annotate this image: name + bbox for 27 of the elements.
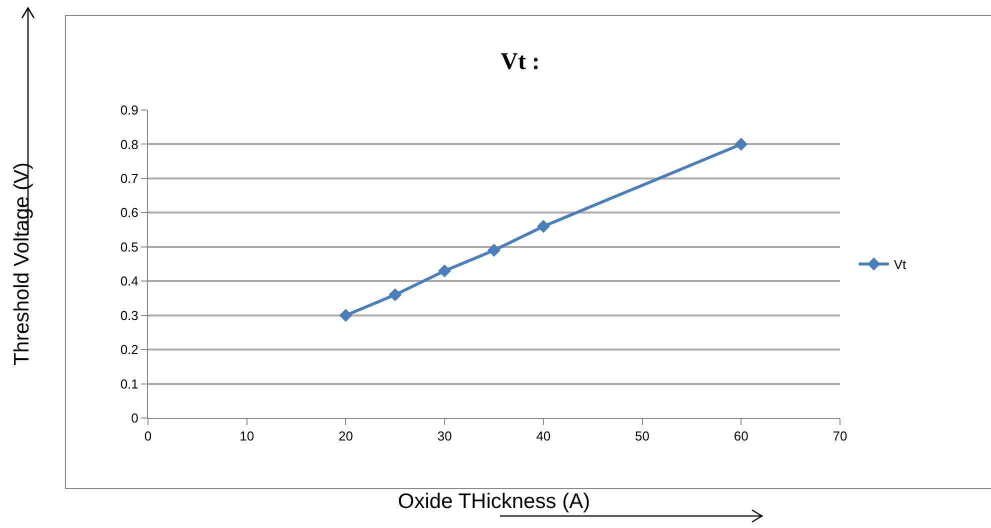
y-tick-label: 0.5	[120, 239, 138, 254]
x-tick-label: 70	[832, 428, 848, 444]
y-tick-label: 0.3	[120, 308, 138, 323]
x-tick-label: 40	[536, 428, 551, 444]
x-axis-title: Oxide THickness (A)	[398, 490, 590, 513]
y-tick-label: 0.8	[120, 136, 138, 152]
legend-label: Vt	[894, 257, 907, 272]
x-tick-label: 0	[144, 428, 152, 444]
point	[438, 264, 452, 278]
x-tick-label: 50	[635, 428, 650, 444]
point	[734, 138, 748, 151]
y-tick-label: 0.9	[120, 102, 138, 118]
point	[339, 308, 352, 322]
y-tick-label: 0.2	[120, 342, 138, 358]
point	[488, 244, 500, 257]
y-tick-label: 0.4	[120, 274, 138, 289]
x-tick-label: 20	[338, 428, 353, 444]
x-tick-label: 10	[240, 428, 254, 444]
x-tick-label: 30	[437, 428, 452, 444]
point	[388, 288, 402, 302]
point	[536, 220, 550, 233]
y-tick-label: 0.6	[120, 205, 138, 220]
y-tick-label: 0.1	[120, 376, 138, 392]
x-tick-label: 60	[734, 428, 748, 444]
chart-title: Vt :	[500, 49, 540, 76]
y-tick-label: 0.7	[120, 170, 138, 186]
y-tick-label: 0	[131, 410, 138, 426]
